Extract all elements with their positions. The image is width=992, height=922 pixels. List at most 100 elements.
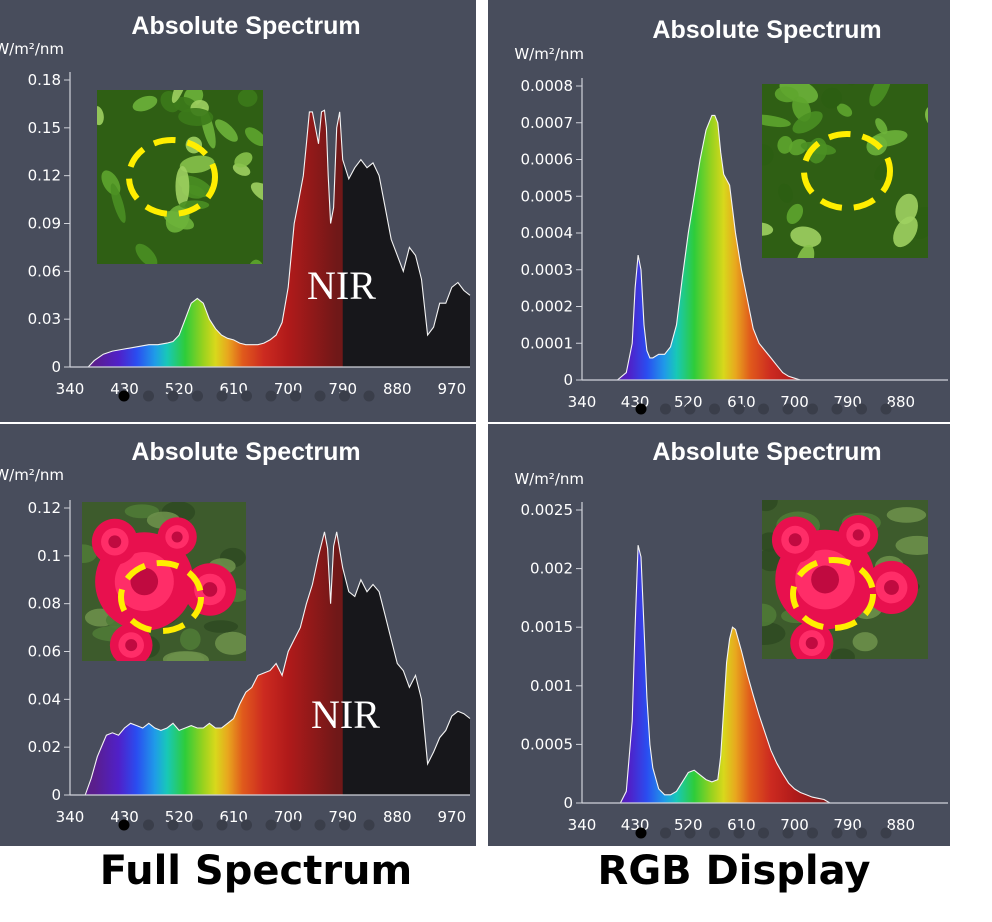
pagination-dot[interactable]	[733, 827, 745, 839]
y-tick-label: 0.04	[28, 690, 61, 708]
rose-photo	[762, 500, 928, 659]
spectrum-outline	[87, 109, 471, 368]
nir-label: NIR	[311, 692, 380, 737]
y-ticks: 0 0.0001 0.0002 0.0003 0.0004 0.0005 0.0006 0.0…	[521, 77, 582, 389]
pagination-dot[interactable]	[314, 390, 326, 402]
y-tick-label: 0.09	[28, 215, 61, 233]
pagination-dot[interactable]	[831, 827, 843, 839]
pagination-dot[interactable]	[758, 827, 769, 839]
y-tick-label: 0.02	[28, 738, 61, 756]
pagination-dots	[118, 390, 375, 402]
chart-rgb-leaf: Absolute Spectrum W/m²/nm 0 0.0001 0.0002 0.0…	[514, 16, 948, 415]
rose-photo	[82, 502, 246, 661]
panel-rgb-leaf: Absolute Spectrum W/m²/nm 0 0.0001 0.0002 0.0…	[488, 0, 950, 422]
y-tick-label: 0	[563, 371, 573, 389]
pagination-dot[interactable]	[290, 819, 301, 831]
highlight-circle	[126, 137, 218, 217]
spectrum-outline	[619, 545, 831, 804]
pagination-dot[interactable]	[880, 827, 892, 839]
pagination-dot[interactable]	[635, 827, 647, 839]
pagination-dot[interactable]	[758, 403, 769, 415]
pagination-dot[interactable]	[143, 819, 154, 831]
pagination-dot[interactable]	[339, 390, 350, 402]
x-tick-label: 880	[886, 393, 915, 411]
pagination-dot[interactable]	[143, 390, 154, 402]
pagination-dot[interactable]	[216, 390, 228, 402]
nir-label: NIR	[307, 263, 376, 308]
leaf-photo	[762, 84, 928, 258]
pagination-dots	[635, 403, 892, 415]
pagination-dot[interactable]	[363, 390, 375, 402]
pagination-dot[interactable]	[782, 827, 794, 839]
pagination-dot[interactable]	[192, 390, 203, 402]
pagination-dot[interactable]	[241, 390, 252, 402]
pagination-dot[interactable]	[265, 819, 277, 831]
y-tick-label: 0.0005	[521, 735, 574, 753]
y-ticks: 0 0.03 0.06 0.09 0.12 0.15 0.18	[28, 71, 70, 376]
pagination-dot[interactable]	[660, 403, 671, 415]
x-tick-label: 880	[886, 816, 915, 834]
y-tick-label: 0	[563, 794, 573, 812]
nir-area	[342, 159, 470, 367]
x-tick-label: 340	[56, 380, 85, 398]
chart-title: Absolute Spectrum	[131, 438, 360, 466]
y-tick-label: 0.0008	[521, 77, 574, 95]
pagination-dot[interactable]	[118, 390, 130, 402]
pagination-dot[interactable]	[265, 390, 277, 402]
pagination-dot[interactable]	[167, 819, 179, 831]
pagination-dot[interactable]	[314, 819, 326, 831]
pagination-dot[interactable]	[782, 403, 794, 415]
caption-full-spectrum: Full Spectrum	[99, 848, 413, 894]
panel-rgb-rose: Absolute Spectrum W/m²/nm 0 0.0005 0.001 0.00…	[488, 424, 950, 846]
pagination-dot[interactable]	[856, 403, 867, 415]
pagination-dot[interactable]	[709, 403, 720, 415]
x-tick-label: 430	[110, 808, 139, 826]
y-tick-label: 0.0002	[521, 298, 574, 316]
pagination-dot[interactable]	[807, 827, 818, 839]
y-ticks: 0 0.02 0.04 0.06 0.08 0.1 0.12	[28, 499, 70, 804]
nir-area	[342, 567, 470, 795]
y-axis-label: W/m²/nm	[0, 466, 64, 484]
y-tick-label: 0.0005	[521, 187, 574, 205]
x-tick-label: 520	[674, 393, 703, 411]
pagination-dot[interactable]	[684, 827, 696, 839]
y-tick-label: 0.0006	[521, 151, 574, 169]
x-tick-label: 880	[383, 380, 412, 398]
chart-full-leaf: Absolute Spectrum W/m²/nm 0 0.03 0.06 0.09 0.1…	[0, 12, 471, 402]
y-tick-label: 0.0007	[521, 114, 574, 132]
y-axis-label: W/m²/nm	[514, 45, 584, 63]
x-tick-label: 430	[110, 380, 139, 398]
pagination-dot[interactable]	[363, 819, 375, 831]
pagination-dot[interactable]	[192, 819, 203, 831]
pagination-dot[interactable]	[880, 403, 892, 415]
x-tick-label: 790	[328, 380, 357, 398]
pagination-dot[interactable]	[118, 819, 130, 831]
pagination-dot[interactable]	[684, 403, 696, 415]
x-tick-label: 970	[437, 380, 466, 398]
chart-root: Absolute Spectrum W/m²/nm 0 0.02 0.04 0.06 0.0…	[0, 438, 471, 831]
pagination-dot[interactable]	[241, 819, 252, 831]
x-tick-label: 340	[568, 816, 597, 834]
spectrum-area	[617, 115, 801, 381]
pagination-dot[interactable]	[167, 390, 179, 402]
pagination-dot[interactable]	[339, 819, 350, 831]
caption-rgb-display: RGB Display	[597, 848, 871, 894]
y-axis-label: W/m²/nm	[0, 40, 64, 58]
chart-root: Absolute Spectrum W/m²/nm 0 0.03 0.06 0.09 0.1…	[0, 12, 471, 402]
x-ticks: 340 430 520 610 700 790 880 970	[56, 808, 466, 826]
pagination-dot[interactable]	[807, 403, 818, 415]
x-tick-label: 340	[56, 808, 85, 826]
pagination-dot[interactable]	[290, 390, 301, 402]
pagination-dot[interactable]	[831, 403, 843, 415]
pagination-dot[interactable]	[709, 827, 720, 839]
pagination-dot[interactable]	[216, 819, 228, 831]
highlight-circle	[790, 557, 876, 631]
panel-full-leaf: Absolute Spectrum W/m²/nm 0 0.03 0.06 0.09 0.1…	[0, 0, 476, 422]
pagination-dot[interactable]	[660, 827, 671, 839]
pagination-dot[interactable]	[635, 403, 647, 415]
y-tick-label: 0.15	[28, 119, 61, 137]
x-tick-label: 880	[383, 808, 412, 826]
pagination-dot[interactable]	[856, 827, 867, 839]
pagination-dot[interactable]	[733, 403, 745, 415]
panel-full-rose: Absolute Spectrum W/m²/nm 0 0.02 0.04 0.06 0.0…	[0, 424, 476, 846]
